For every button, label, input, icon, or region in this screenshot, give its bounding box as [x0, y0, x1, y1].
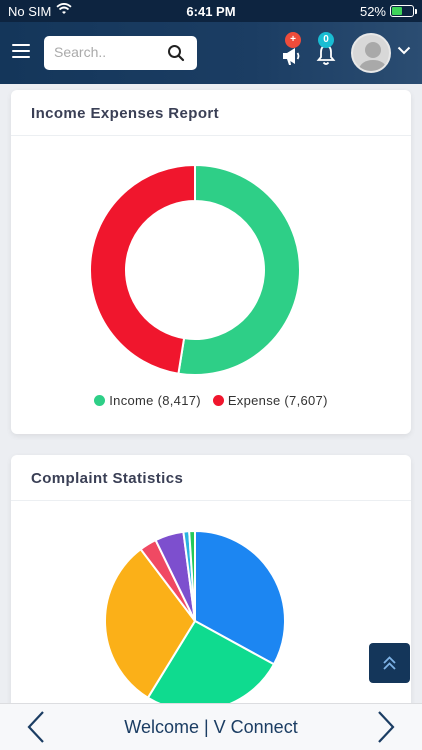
complaint-statistics-card: Complaint Statistics: [11, 455, 411, 750]
legend-label: Expense (7,607): [227, 393, 328, 408]
donut-slice-income[interactable]: [177, 163, 301, 376]
divider: [11, 500, 411, 501]
legend-dot: [94, 395, 106, 406]
divider: [11, 135, 411, 136]
forward-arrow-icon[interactable]: [374, 710, 398, 744]
bell-count-badge: 0: [318, 32, 334, 48]
wifi-icon: [56, 3, 72, 14]
menu-icon[interactable]: [12, 44, 30, 58]
search-box[interactable]: [44, 36, 197, 70]
search-input[interactable]: [54, 44, 164, 60]
income-expenses-card: Income Expenses Report Income (8,417) Ex…: [11, 90, 411, 434]
chart-legend: Income (8,417) Expense (7,607): [11, 393, 411, 408]
notification-badge: +: [285, 32, 301, 48]
battery-icon: [390, 5, 417, 17]
chevron-down-icon[interactable]: [397, 46, 411, 55]
search-icon[interactable]: [167, 44, 185, 62]
battery-percent: 52%: [359, 4, 386, 19]
pie-slice-6[interactable]: [188, 529, 196, 622]
double-chevron-up-icon: [383, 656, 396, 670]
legend-item-expense[interactable]: Expense (7,607): [212, 393, 328, 408]
clock: 6:41 PM: [186, 4, 236, 19]
status-bar: No SIM 6:41 PM 52%: [0, 0, 422, 22]
back-arrow-icon[interactable]: [24, 710, 48, 744]
legend-label: Income (8,417): [109, 393, 201, 408]
pie-slice-0[interactable]: [194, 529, 286, 666]
donut-slice-expense[interactable]: [89, 163, 196, 375]
card-title: Income Expenses Report: [31, 105, 220, 122]
legend-item-income[interactable]: Income (8,417): [94, 393, 201, 408]
legend-dot: [212, 395, 224, 406]
bottom-navigation-bar: Welcome | V Connect: [0, 703, 422, 750]
app-header: [0, 22, 422, 84]
donut-chart: [89, 163, 301, 376]
card-title: Complaint Statistics: [31, 470, 184, 487]
pie-slice-2[interactable]: [104, 547, 197, 700]
scroll-to-top-button[interactable]: [369, 643, 410, 683]
app-title: Welcome | V Connect: [124, 717, 298, 737]
avatar[interactable]: [351, 33, 391, 73]
carrier-label: No SIM: [8, 4, 52, 19]
pie-chart: [104, 529, 286, 712]
megaphone-icon[interactable]: [280, 44, 304, 68]
